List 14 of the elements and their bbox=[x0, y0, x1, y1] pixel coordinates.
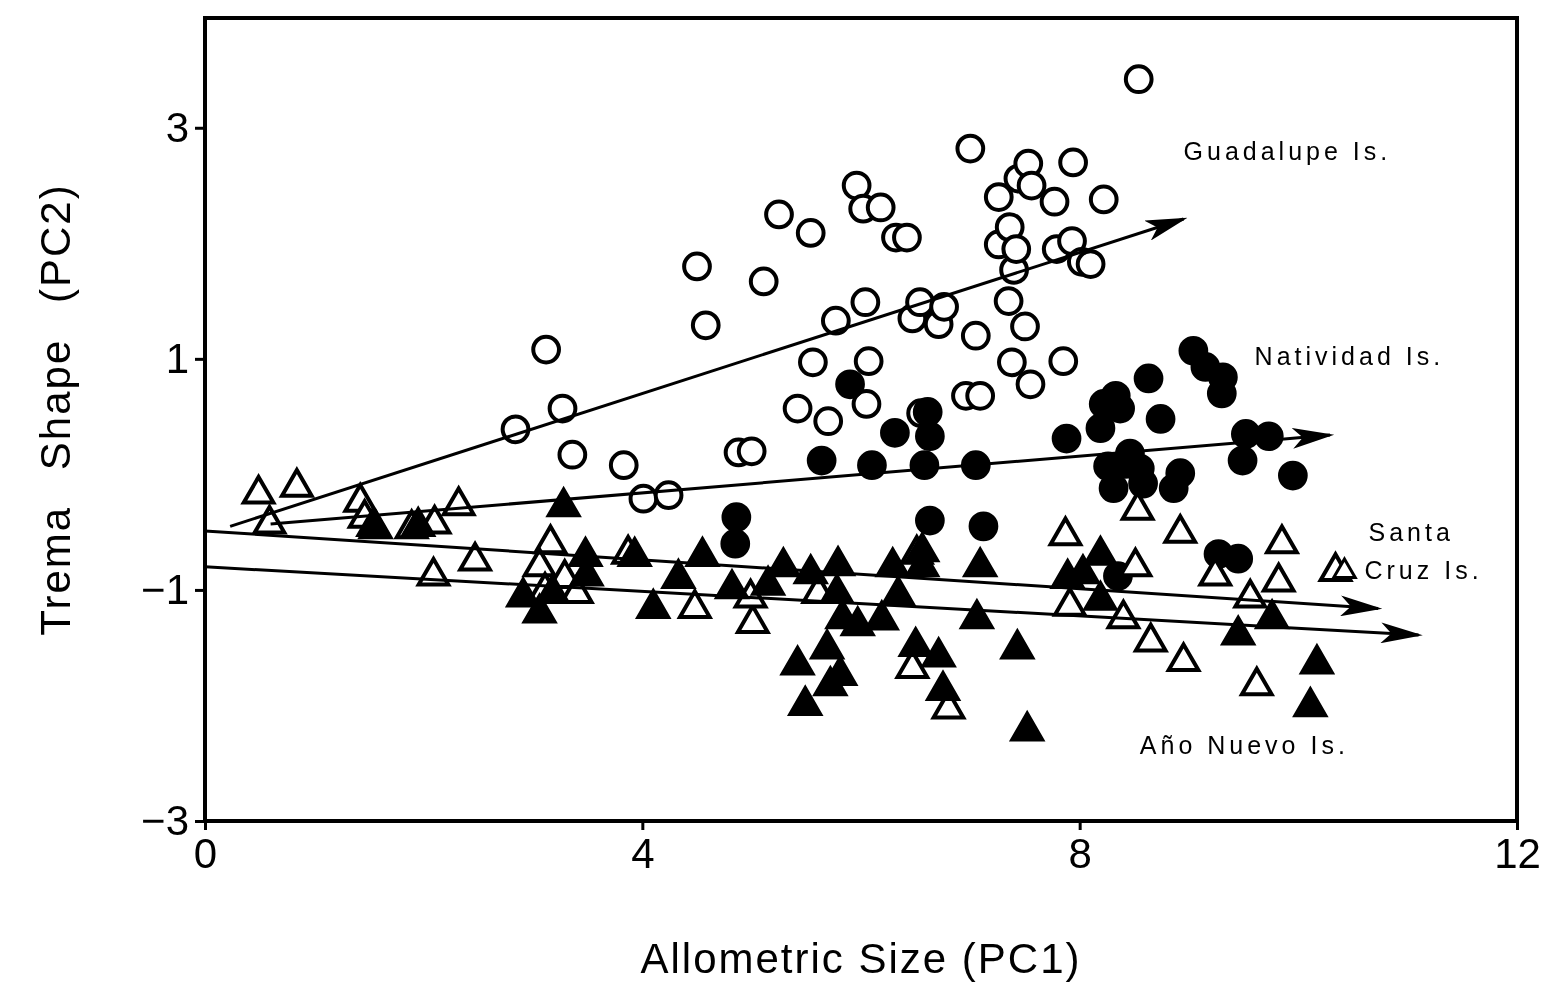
text: Guadalupe Is. bbox=[1183, 137, 1392, 166]
x-tick-label: 12 bbox=[1494, 829, 1541, 877]
y-tick-label: −3 bbox=[141, 796, 189, 844]
y-tick-label: 1 bbox=[165, 334, 189, 382]
x-tick-label: 8 bbox=[1068, 829, 1092, 877]
y-tick-label: 3 bbox=[165, 103, 189, 151]
x-tick-label: 0 bbox=[193, 829, 218, 877]
legend-label: Santa Cruz Is. bbox=[1364, 518, 1483, 585]
x-axis-title: Allometric Size (PC1) bbox=[640, 935, 1082, 982]
y-axis-title: Trema Shape (PC2) bbox=[32, 183, 79, 636]
series-label: Natividad Is. bbox=[1254, 341, 1445, 370]
x-tick-label: 4 bbox=[631, 829, 655, 877]
y-tick-label: −1 bbox=[141, 565, 189, 613]
series-label: Año Nuevo Is. bbox=[1139, 730, 1349, 759]
